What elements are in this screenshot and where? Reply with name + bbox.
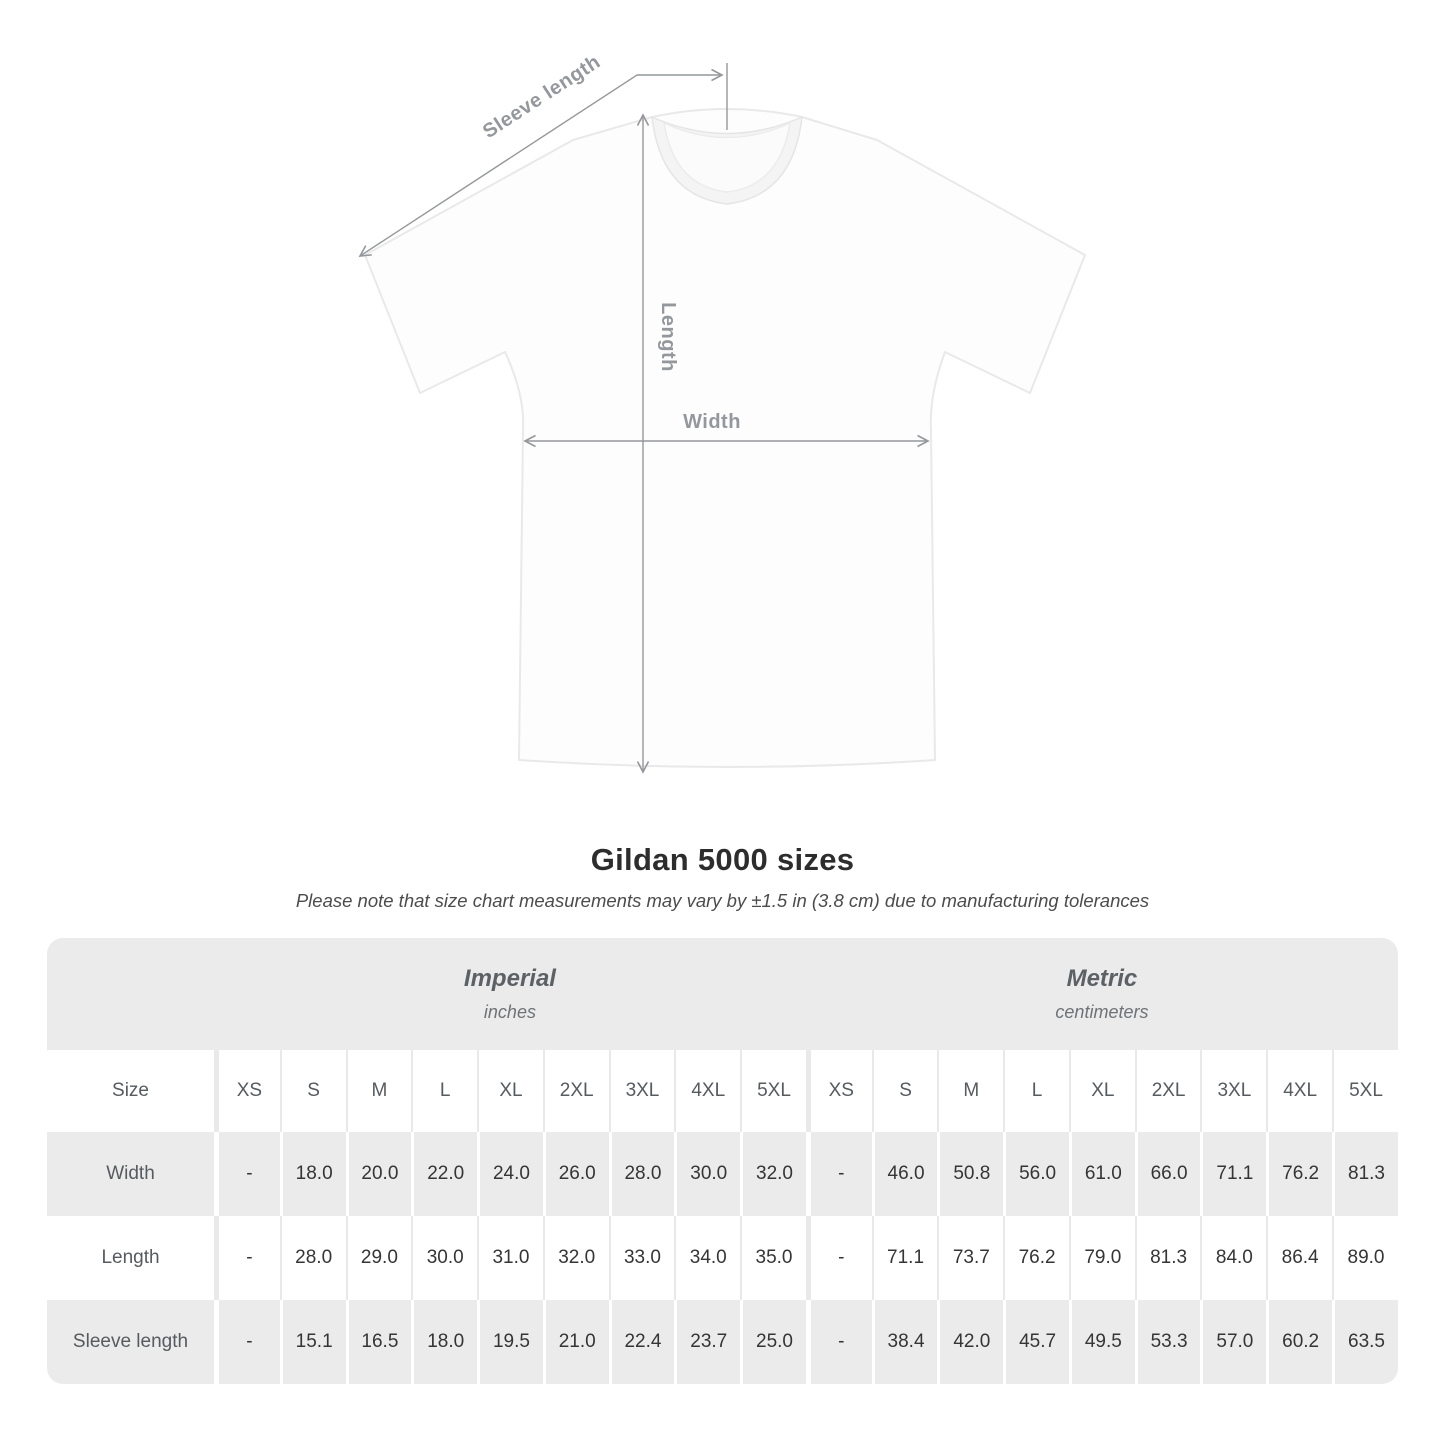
size-value-cell: 42.0 <box>937 1300 1004 1384</box>
size-value-cell: 32.0 <box>740 1132 806 1216</box>
size-value-cell: 20.0 <box>345 1132 412 1216</box>
size-value-cell: 30.0 <box>411 1216 478 1300</box>
size-value-cell: 57.0 <box>1200 1300 1267 1384</box>
column-header: 2XL <box>1134 1050 1201 1132</box>
table-row-length: Length - 28.0 29.0 30.0 31.0 32.0 33.0 3… <box>47 1216 1398 1300</box>
size-value-cell: - <box>214 1216 280 1300</box>
column-header: L <box>1003 1050 1069 1132</box>
column-header: S <box>871 1050 938 1132</box>
size-value-cell: 50.8 <box>937 1132 1004 1216</box>
row-label: Length <box>47 1216 214 1300</box>
size-value-cell: 33.0 <box>608 1216 675 1300</box>
length-label: Length <box>657 302 679 372</box>
size-value-cell: 61.0 <box>1068 1132 1135 1216</box>
size-value-cell: 18.0 <box>411 1300 478 1384</box>
size-value-cell: 71.1 <box>1200 1132 1267 1216</box>
column-header: 2XL <box>542 1050 609 1132</box>
size-header-row: Size XS S M L XL 2XL 3XL 4XL 5XL XS S M … <box>47 1050 1398 1132</box>
column-header: M <box>345 1050 412 1132</box>
chart-title: Gildan 5000 sizes <box>590 842 855 877</box>
size-value-cell: 38.4 <box>871 1300 938 1384</box>
size-corner-header: Size <box>47 1050 214 1132</box>
size-value-cell: 32.0 <box>542 1216 609 1300</box>
size-value-cell: 18.0 <box>279 1132 346 1216</box>
column-header: XL <box>1068 1050 1135 1132</box>
column-header: M <box>937 1050 1004 1132</box>
table-row-sleeve-length: Sleeve length - 15.1 16.5 18.0 19.5 21.0… <box>47 1300 1398 1384</box>
size-value-cell: 19.5 <box>477 1300 543 1384</box>
column-header: XL <box>477 1050 543 1132</box>
size-value-cell: 66.0 <box>1134 1132 1201 1216</box>
column-header: 4XL <box>1266 1050 1333 1132</box>
column-header: XS <box>214 1050 280 1132</box>
imperial-label: Imperial <box>463 965 556 992</box>
size-value-cell: 76.2 <box>1003 1216 1069 1300</box>
size-value-cell: 81.3 <box>1134 1216 1201 1300</box>
column-header: 4XL <box>674 1050 741 1132</box>
size-value-cell: 71.1 <box>871 1216 938 1300</box>
metric-unit: centimeters <box>1055 1002 1149 1022</box>
size-table: Imperial inches Metric centimeters Size … <box>47 938 1398 1384</box>
tshirt-diagram-svg: Sleeve length Length Width <box>0 51 1086 812</box>
size-value-cell: - <box>805 1132 872 1216</box>
size-value-cell: 26.0 <box>542 1132 609 1216</box>
tshirt-body <box>364 108 1086 768</box>
size-value-cell: 76.2 <box>1266 1132 1333 1216</box>
sleeve-length-label: Sleeve length <box>479 51 605 143</box>
size-value-cell: 49.5 <box>1068 1300 1135 1384</box>
size-value-cell: 24.0 <box>477 1132 543 1216</box>
size-value-cell: 30.0 <box>674 1132 741 1216</box>
metric-section-header: Metric centimeters <box>805 938 1398 1050</box>
unit-band-row: Imperial inches Metric centimeters <box>47 938 1398 1050</box>
size-value-cell: 86.4 <box>1266 1216 1333 1300</box>
sleeve-length-arrow <box>360 75 722 256</box>
size-value-cell: 29.0 <box>345 1216 412 1300</box>
size-value-cell: 73.7 <box>937 1216 1004 1300</box>
column-header: XS <box>805 1050 872 1132</box>
tshirt-measurement-diagram: Sleeve length Length Width <box>0 51 1086 812</box>
size-value-cell: 89.0 <box>1332 1216 1398 1300</box>
size-value-cell: 53.3 <box>1134 1300 1201 1384</box>
row-label: Sleeve length <box>47 1300 214 1384</box>
size-value-cell: 46.0 <box>871 1132 938 1216</box>
column-header: 3XL <box>608 1050 675 1132</box>
size-value-cell: 31.0 <box>477 1216 543 1300</box>
size-value-cell: 35.0 <box>740 1216 806 1300</box>
column-header: L <box>411 1050 478 1132</box>
size-value-cell: 16.5 <box>345 1300 412 1384</box>
size-value-cell: - <box>805 1300 872 1384</box>
column-header: 5XL <box>1332 1050 1398 1132</box>
size-value-cell: 63.5 <box>1332 1300 1398 1384</box>
metric-label: Metric <box>1066 965 1138 992</box>
size-value-cell: 81.3 <box>1332 1132 1398 1216</box>
band-corner <box>47 938 214 1050</box>
imperial-section-header: Imperial inches <box>214 938 806 1050</box>
size-value-cell: 28.0 <box>608 1132 675 1216</box>
size-value-cell: 21.0 <box>542 1300 609 1384</box>
imperial-unit: inches <box>483 1002 536 1022</box>
size-value-cell: 45.7 <box>1003 1300 1069 1384</box>
size-value-cell: 84.0 <box>1200 1216 1267 1300</box>
size-value-cell: 25.0 <box>740 1300 806 1384</box>
column-header: 5XL <box>740 1050 806 1132</box>
size-value-cell: 22.4 <box>608 1300 675 1384</box>
table-row-width: Width - 18.0 20.0 22.0 24.0 26.0 28.0 30… <box>47 1132 1398 1216</box>
size-value-cell: 79.0 <box>1068 1216 1135 1300</box>
column-header: 3XL <box>1200 1050 1267 1132</box>
size-value-cell: 22.0 <box>411 1132 478 1216</box>
column-header: S <box>279 1050 346 1132</box>
size-value-cell: - <box>214 1132 280 1216</box>
width-label: Width <box>683 411 741 433</box>
row-label: Width <box>47 1132 214 1216</box>
size-value-cell: 60.2 <box>1266 1300 1333 1384</box>
size-value-cell: 28.0 <box>279 1216 346 1300</box>
tolerance-note: Please note that size chart measurements… <box>295 890 1150 911</box>
size-value-cell: - <box>805 1216 872 1300</box>
size-value-cell: 34.0 <box>674 1216 741 1300</box>
size-value-cell: 23.7 <box>674 1300 741 1384</box>
size-value-cell: 56.0 <box>1003 1132 1069 1216</box>
size-value-cell: 15.1 <box>279 1300 346 1384</box>
size-value-cell: - <box>214 1300 280 1384</box>
